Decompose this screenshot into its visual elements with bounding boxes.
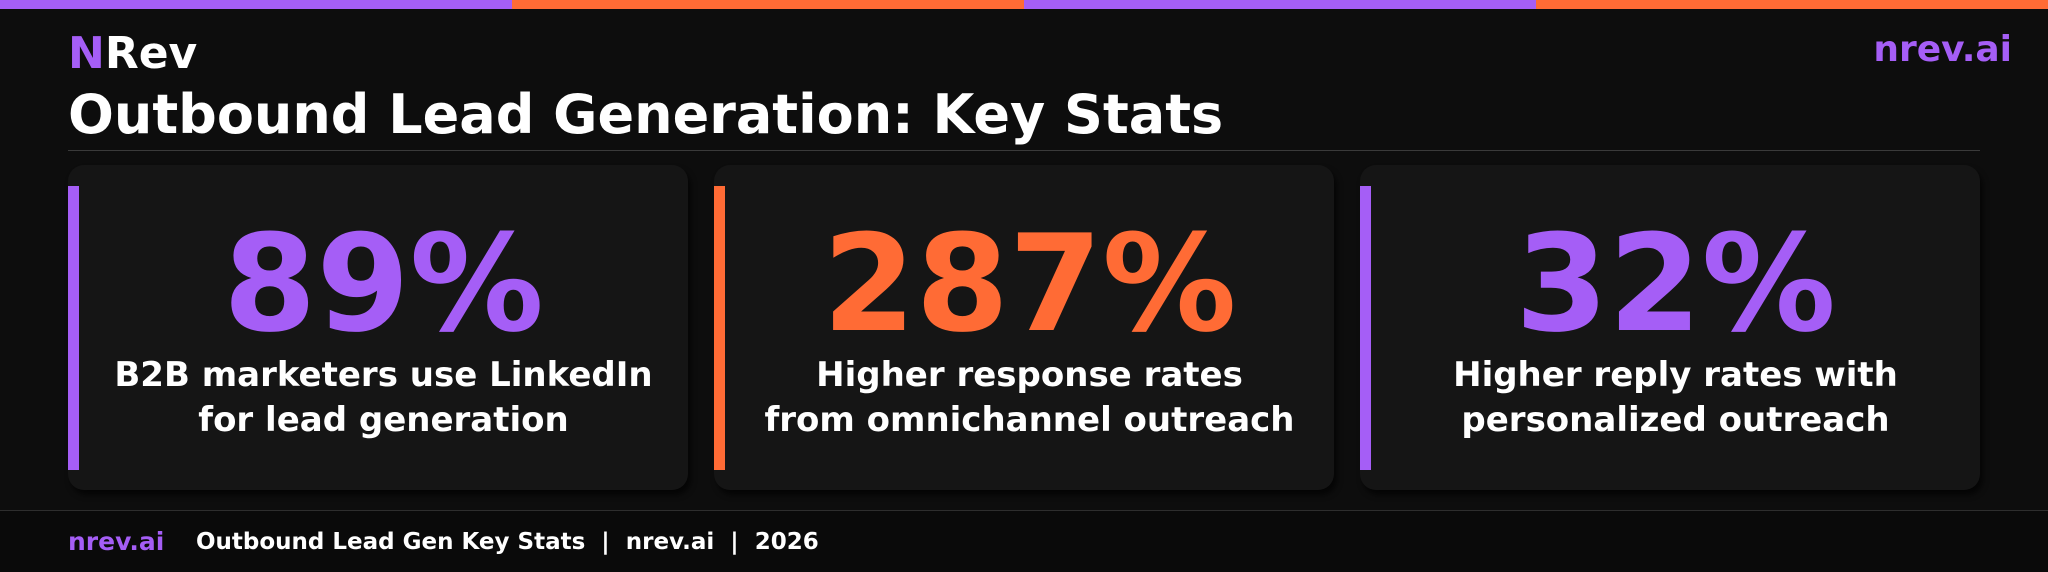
stat-cards: 89% B2B marketers use LinkedIn for lead … xyxy=(68,165,1980,490)
footer-brand: nrev.ai xyxy=(68,527,165,556)
stat-card: 89% B2B marketers use LinkedIn for lead … xyxy=(68,165,688,490)
top-color-stripe xyxy=(0,0,2048,9)
stat-description-line: personalized outreach xyxy=(1461,400,1890,440)
card-accent-bar xyxy=(68,186,79,470)
footer-caption: Outbound Lead Gen Key Stats | nrev.ai | … xyxy=(196,529,819,555)
logo-wordmark: Rev xyxy=(104,28,198,79)
stat-value: 32% xyxy=(1515,206,1836,362)
stat-description: Higher reply rates with personalized out… xyxy=(1371,353,1980,443)
stat-value: 89% xyxy=(223,206,544,362)
footer: nrev.ai Outbound Lead Gen Key Stats | nr… xyxy=(0,511,2048,572)
stripe-segment-purple xyxy=(0,0,512,9)
stat-card: 32% Higher reply rates with personalized… xyxy=(1360,165,1980,490)
page-title: Outbound Lead Generation: Key Stats xyxy=(68,83,1224,146)
footer-divider xyxy=(0,510,2048,511)
stat-description: B2B marketers use LinkedIn for lead gene… xyxy=(79,353,688,443)
title-divider xyxy=(68,150,1980,151)
stripe-segment-orange xyxy=(512,0,1024,9)
stripe-segment-orange xyxy=(1536,0,2048,9)
stat-description-line: B2B marketers use LinkedIn xyxy=(114,355,653,395)
logo-initial: N xyxy=(68,28,105,79)
stat-description-line: Higher reply rates with xyxy=(1453,355,1898,395)
card-accent-bar xyxy=(714,186,725,470)
card-accent-bar xyxy=(1360,186,1371,470)
stat-description-line: Higher response rates xyxy=(816,355,1243,395)
stat-value: 287% xyxy=(822,206,1237,362)
stat-description: Higher response rates from omnichannel o… xyxy=(725,353,1334,443)
stat-card: 287% Higher response rates from omnichan… xyxy=(714,165,1334,490)
nrev-logo: NRev xyxy=(68,26,197,82)
stat-description-line: from omnichannel outreach xyxy=(764,400,1295,440)
stat-description-line: for lead generation xyxy=(198,400,569,440)
stripe-segment-purple xyxy=(1024,0,1536,9)
site-url: nrev.ai xyxy=(1873,29,2012,70)
